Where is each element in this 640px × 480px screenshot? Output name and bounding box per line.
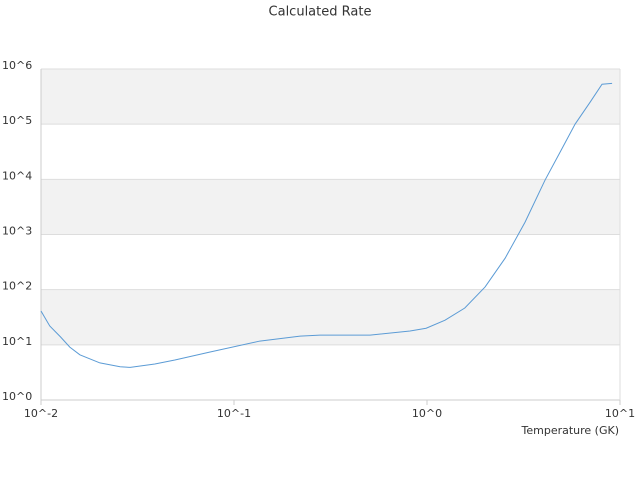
- y-tick-label: 10^1: [2, 335, 32, 348]
- y-tick-label: 10^4: [2, 169, 32, 182]
- y-tick-label: 10^5: [2, 114, 32, 127]
- x-tick-label: 10^1: [605, 407, 635, 420]
- grid-band: [41, 179, 620, 235]
- x-tick-label: 10^-2: [24, 407, 58, 420]
- y-tick-label: 10^6: [2, 59, 32, 72]
- y-tick-label: 10^2: [2, 280, 32, 293]
- line-series: [40, 82, 613, 368]
- chart-title: Calculated Rate: [269, 5, 372, 20]
- x-tick-label: 10^-1: [217, 407, 251, 420]
- y-tick-label: 10^3: [2, 225, 32, 238]
- y-tick-label: 10^0: [2, 390, 32, 403]
- grid-band: [41, 289, 620, 345]
- grid-band: [41, 69, 620, 125]
- x-axis-label: Temperature (GK): [521, 424, 620, 437]
- x-tick-label: 10^0: [412, 407, 442, 420]
